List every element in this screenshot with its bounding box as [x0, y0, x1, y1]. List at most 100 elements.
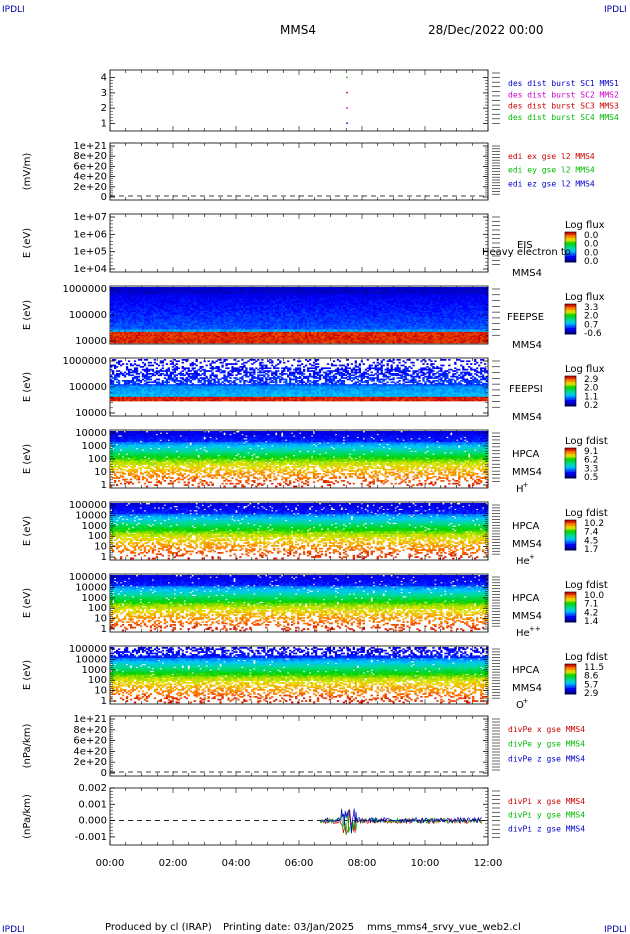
- y-tick-label: 10000: [75, 510, 107, 521]
- y-tick-label: 0: [101, 192, 107, 203]
- y-tick-label: 100000: [69, 572, 107, 583]
- legend-entry: divPe y gse MMS4: [508, 740, 585, 749]
- species-charge: +: [529, 553, 535, 561]
- y-axis-label: (nPa/km): [22, 724, 33, 769]
- y-tick-label: 1e+21: [73, 714, 107, 725]
- colorbar: [564, 519, 577, 551]
- y-tick-label: 100: [88, 531, 107, 542]
- legend-entry: edi ex gse l2 MMS4: [508, 152, 595, 161]
- y-tick-label: 1: [101, 118, 107, 129]
- corner-label-top-right: IPDLI: [604, 5, 627, 15]
- colorbar-tick-label: 6.2: [584, 456, 598, 466]
- species-label: O: [516, 700, 524, 711]
- colorbar-tick-label: 5.7: [584, 680, 598, 690]
- data-point: [346, 107, 348, 109]
- y-tick-label: 0.000: [78, 816, 107, 827]
- date-title: 28/Dec/2022 00:00: [428, 23, 544, 37]
- x-tick-label: 02:00: [159, 858, 188, 869]
- instrument-label: FEEPSE: [507, 312, 544, 323]
- y-tick-label: 10: [94, 467, 107, 478]
- legend-entry: des dist burst SC3 MMS3: [508, 102, 619, 111]
- colorbar-title: Log flux: [565, 292, 605, 303]
- panel-4: 1000000 100000 10000 E (eV) Log flux3.32.00.…: [22, 284, 605, 351]
- y-tick-label: 1e+05: [73, 247, 107, 258]
- y-tick-label: 2e+20: [73, 182, 107, 193]
- legend-entry: des dist burst SC4 MMS4: [508, 113, 619, 122]
- y-tick-label: 2e+20: [73, 757, 107, 768]
- y-tick-label: 1: [101, 552, 107, 563]
- legend-entry: divPe z gse MMS4: [508, 754, 585, 763]
- colorbar-title: Log fdist: [565, 580, 608, 591]
- colorbar: [564, 591, 577, 623]
- y-tick-label: 1: [101, 696, 107, 707]
- colorbar-tick-label: 11.5: [584, 663, 604, 673]
- colorbar-tick-label: 4.2: [584, 608, 598, 618]
- colorbar-tick-label: 1.4: [584, 617, 599, 627]
- colorbar: [564, 303, 577, 335]
- x-tick-label: 06:00: [285, 858, 314, 869]
- colorbar: [564, 375, 577, 407]
- colorbar-tick-label: 4.5: [584, 536, 598, 546]
- x-tick-label: 04:00: [222, 858, 251, 869]
- y-tick-label: 100: [88, 603, 107, 614]
- colorbar-tick-label: 1.1: [584, 392, 598, 402]
- panel-1: 4 3 2 1 des dist burst SC1 MMS1 des dist burs…: [101, 69, 619, 132]
- instrument-label: HPCA: [512, 593, 540, 604]
- y-axis-label: (mV/m): [22, 153, 33, 191]
- footer-filename: mms_mms4_srvy_vue_web2.cl: [367, 922, 521, 933]
- colorbar-tick-label: 2.0: [584, 312, 599, 322]
- colorbar-tick-label: 2.0: [584, 384, 599, 394]
- y-tick-label: 10: [94, 686, 107, 697]
- species-label: H: [516, 484, 524, 495]
- legend-entry: divPi z gse MMS4: [508, 824, 585, 833]
- time-axis: 00:00 02:00 04:00 06:00 08:00 10:00 12:00: [96, 858, 503, 869]
- colorbar-title: Log flux: [565, 364, 605, 375]
- colorbar-tick-label: 0.0: [584, 248, 599, 258]
- y-tick-label: 1e+04: [73, 264, 107, 275]
- y-tick-label: 100000: [69, 382, 107, 393]
- y-tick-label: 4e+20: [73, 746, 107, 757]
- spacecraft-label: MMS4: [512, 467, 542, 478]
- y-tick-label: 100: [88, 675, 107, 686]
- y-tick-label: 1: [101, 480, 107, 491]
- colorbar-tick-label: 1.7: [584, 545, 598, 555]
- y-axis-label: E (eV): [22, 444, 33, 474]
- data-point: [346, 76, 348, 79]
- colorbar-tick-label: 0.0: [584, 257, 599, 267]
- y-tick-label: 10000: [75, 408, 107, 419]
- colorbar-tick-label: 8.6: [584, 672, 599, 682]
- x-tick-label: 00:00: [96, 858, 125, 869]
- y-tick-label: 0: [101, 768, 107, 779]
- y-axis-label: E (eV): [22, 516, 33, 546]
- colorbar-tick-label: 0.0: [584, 231, 599, 241]
- legend-entry: divPi y gse MMS4: [508, 811, 585, 820]
- instrument-label: FEEPSI: [509, 384, 543, 395]
- y-tick-label: 1000: [82, 665, 107, 676]
- panel-6: 10000 1000 100 10 1 E (eV) Log fdist9.16.23.30…: [22, 428, 608, 495]
- panel-frame: [109, 787, 489, 846]
- corner-label-bottom-right: IPDLI: [604, 925, 627, 934]
- y-tick-label: 1e+07: [73, 212, 107, 223]
- footer-printing-date: Printing date: 03/Jan/2025: [223, 922, 354, 933]
- panel-frame: [109, 69, 489, 132]
- legend-entry: des dist burst SC2 MMS2: [508, 90, 619, 99]
- y-axis-label: E (eV): [22, 660, 33, 690]
- data-point: [346, 91, 348, 94]
- colorbar-tick-label: 0.7: [584, 320, 598, 330]
- y-axis-label: E (eV): [22, 372, 33, 402]
- series-line: [319, 808, 483, 834]
- y-tick-label: 2: [101, 103, 107, 114]
- y-tick-label: 6e+20: [73, 736, 107, 747]
- y-tick-label: 100000: [69, 310, 107, 321]
- legend-entry: edi ey gse l2 MMS4: [508, 166, 595, 175]
- y-tick-label: 1000: [82, 593, 107, 604]
- colorbar-title: Log fdist: [565, 436, 608, 447]
- y-tick-label: 1e+06: [73, 229, 107, 240]
- colorbar-tick-label: 9.1: [584, 447, 598, 457]
- instrument-label: HPCA: [512, 665, 540, 676]
- corner-label-bottom-left: IPDLI: [2, 925, 25, 934]
- instrument-label: HPCA: [512, 449, 540, 460]
- y-tick-label: 1000000: [62, 284, 107, 295]
